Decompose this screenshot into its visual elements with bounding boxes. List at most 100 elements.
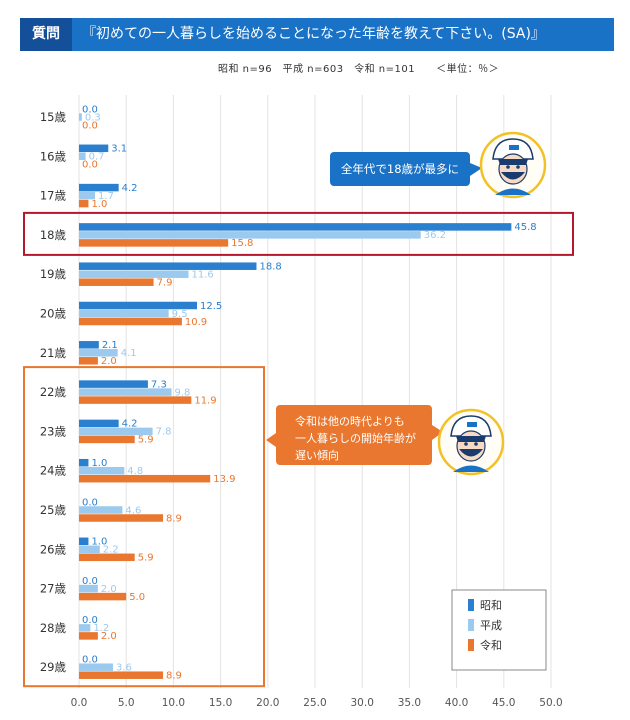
category-label: 27歳 [40,582,67,596]
value-label: 1.2 [93,623,109,634]
value-label: 2.0 [101,631,117,642]
value-label: 4.2 [122,419,138,430]
value-label: 2.0 [101,356,117,367]
character-eye [516,165,520,169]
value-label: 36.2 [424,230,446,241]
bar-令和 [79,435,135,444]
category-label: 22歳 [40,385,67,399]
legend-label: 昭和 [480,599,502,612]
question-header: 質問 『初めての一人暮らしを始めることになった年齢を教えて下さい。(SA)』 [20,18,614,51]
value-label: 0.0 [82,497,98,508]
x-tick-label: 20.0 [256,697,279,709]
value-label: 1.0 [91,537,107,548]
callout-bottom-pointer-left [266,433,276,447]
bar-令和 [79,592,127,601]
bar-平成 [79,309,169,318]
value-label: 11.6 [192,269,214,280]
value-label: 18.8 [259,261,281,272]
category-label: 26歳 [40,542,67,556]
bar-令和 [79,671,164,679]
bar-平成 [79,113,82,121]
callout-bottom-line3: 遅い傾向 [295,448,339,462]
category-label: 15歳 [40,110,67,124]
value-label: 4.1 [121,348,137,359]
callout-bottom-pointer-right [432,425,443,440]
category-label: 24歳 [40,464,67,478]
bar-平成 [79,349,118,357]
bar-昭和 [79,144,109,153]
category-label: 28歳 [40,621,67,635]
x-tick-label: 45.0 [492,697,515,709]
callout-top-pointer [470,163,482,176]
bar-令和 [79,474,211,483]
value-label: 7.3 [151,379,167,390]
legend-label: 令和 [480,638,502,652]
highlight-box-18 [23,211,574,256]
value-label: 9.5 [172,309,188,320]
legend-swatch [468,599,474,611]
character-hair [498,159,528,165]
value-label: 0.0 [82,615,98,626]
character-mask [501,172,525,180]
value-label: 10.9 [185,317,207,328]
x-tick-label: 30.0 [351,697,374,709]
x-tick-label: 5.0 [118,697,135,709]
bar-平成 [79,624,91,632]
bar-平成 [79,270,189,278]
bar-令和 [79,239,229,247]
callout-top-text: 全年代で18歳が最多に [341,162,459,176]
value-label: 4.8 [127,466,143,477]
bar-昭和 [79,537,89,546]
bar-令和 [79,357,98,365]
bar-平成 [79,466,125,475]
value-label: 45.8 [514,222,536,233]
bar-平成 [79,388,172,396]
x-tick-label: 0.0 [71,697,88,709]
bar-平成 [79,584,98,593]
x-tick-label: 40.0 [445,697,468,709]
value-label: 7.9 [157,277,173,288]
character-eye [506,165,510,169]
character-body [453,465,489,472]
category-label: 25歳 [40,503,67,517]
bar-平成 [79,152,86,161]
callout-top-box [330,152,470,186]
x-tick-label: 10.0 [162,697,185,709]
character-eye [474,442,478,446]
value-label: 8.9 [166,670,182,681]
character-eye [464,442,468,446]
question-tag: 質問 [20,18,72,51]
bar-昭和 [79,419,119,428]
character-hair [456,436,486,442]
value-label: 7.8 [156,427,172,438]
value-label: 0.0 [82,120,98,131]
category-label: 19歳 [40,267,67,281]
value-label: 3.1 [111,144,127,155]
bar-昭和 [79,341,99,349]
category-label: 21歳 [40,346,67,360]
value-label: 4.6 [125,505,141,516]
bar-平成 [79,545,100,554]
bar-昭和 [79,458,89,467]
x-tick-label: 25.0 [303,697,326,709]
bar-昭和 [79,262,257,270]
bar-昭和 [79,380,148,388]
legend-swatch [468,639,474,651]
x-tick-label: 35.0 [398,697,421,709]
character-mask [459,449,483,457]
bar-令和 [79,553,135,562]
value-label: 5.9 [138,553,154,564]
bar-平成 [79,506,123,514]
bar-令和 [79,278,154,286]
category-label: 23歳 [40,424,67,438]
bar-令和 [79,199,89,208]
character-cap-logo [509,145,519,150]
bar-令和 [79,317,182,326]
bar-平成 [79,427,153,436]
value-label: 1.0 [91,199,107,210]
value-label: 0.0 [82,104,98,115]
value-label: 2.0 [101,584,117,595]
value-label: 2.1 [102,340,118,351]
value-label: 8.9 [166,513,182,524]
